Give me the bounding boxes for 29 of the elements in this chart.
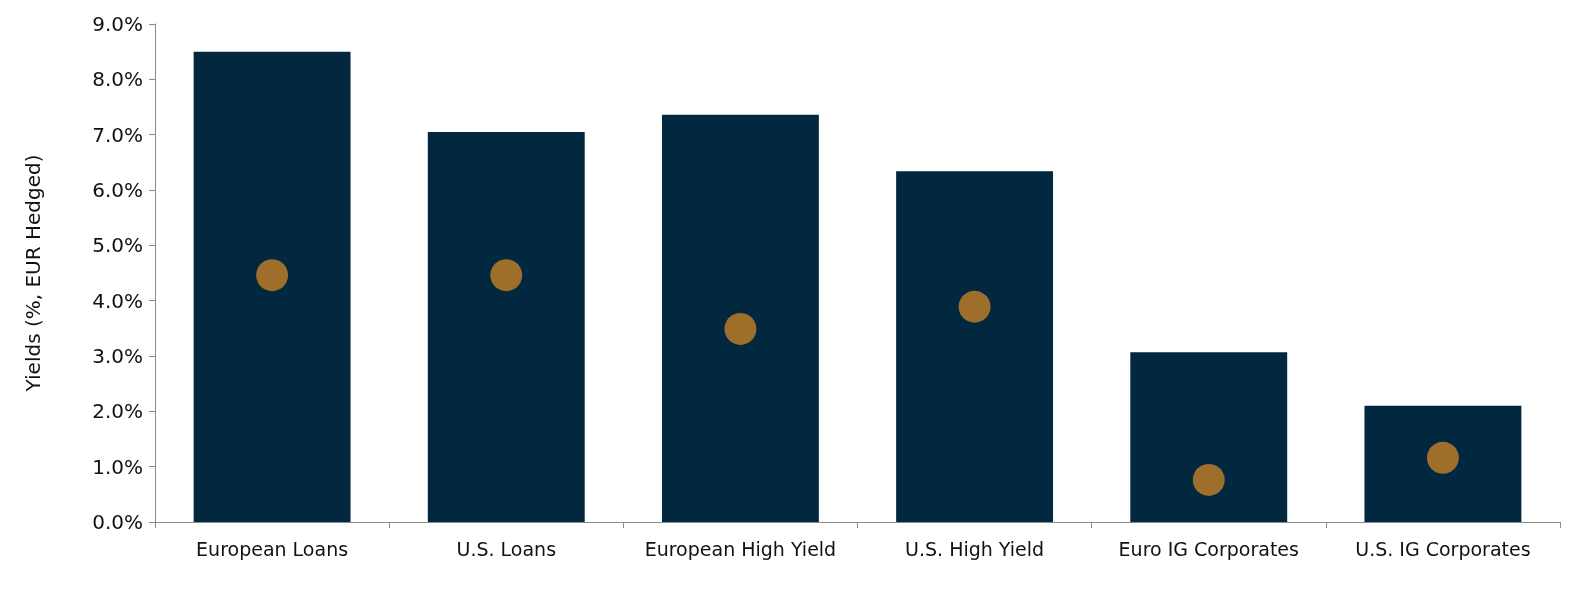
y-tick-label: 5.0% <box>92 233 143 258</box>
bar <box>1364 405 1522 522</box>
y-tick-label: 4.0% <box>92 288 143 313</box>
x-tick-label: European Loans <box>196 538 349 560</box>
bar <box>427 131 585 522</box>
x-tick-label: European High Yield <box>644 538 837 560</box>
point <box>490 259 523 292</box>
point <box>724 312 757 345</box>
point <box>1192 463 1225 496</box>
y-axis-title: Yields (%, EUR Hedged) <box>21 154 45 393</box>
x-tick-label: U.S. Loans <box>456 538 557 560</box>
bar <box>1130 352 1288 522</box>
y-tick-label: 1.0% <box>92 454 143 479</box>
bar <box>661 114 819 522</box>
x-tick-label: Euro IG Corporates <box>1118 538 1299 560</box>
y-tick-label: 3.0% <box>92 344 143 368</box>
point <box>1426 441 1459 474</box>
y-tick-label: 2.0% <box>92 399 143 424</box>
y-tick-label: 6.0% <box>92 178 143 202</box>
x-tick-label: U.S. IG Corporates <box>1355 538 1531 560</box>
y-tick-label: 0.0% <box>92 510 143 534</box>
point <box>256 259 289 292</box>
point <box>958 290 991 323</box>
y-tick-label: 9.0% <box>92 12 143 36</box>
y-tick-label: 8.0% <box>92 67 143 92</box>
bar <box>896 171 1054 522</box>
bar <box>193 51 351 522</box>
x-tick-label: U.S. High Yield <box>905 538 1045 560</box>
y-tick-label: 7.0% <box>92 122 143 147</box>
